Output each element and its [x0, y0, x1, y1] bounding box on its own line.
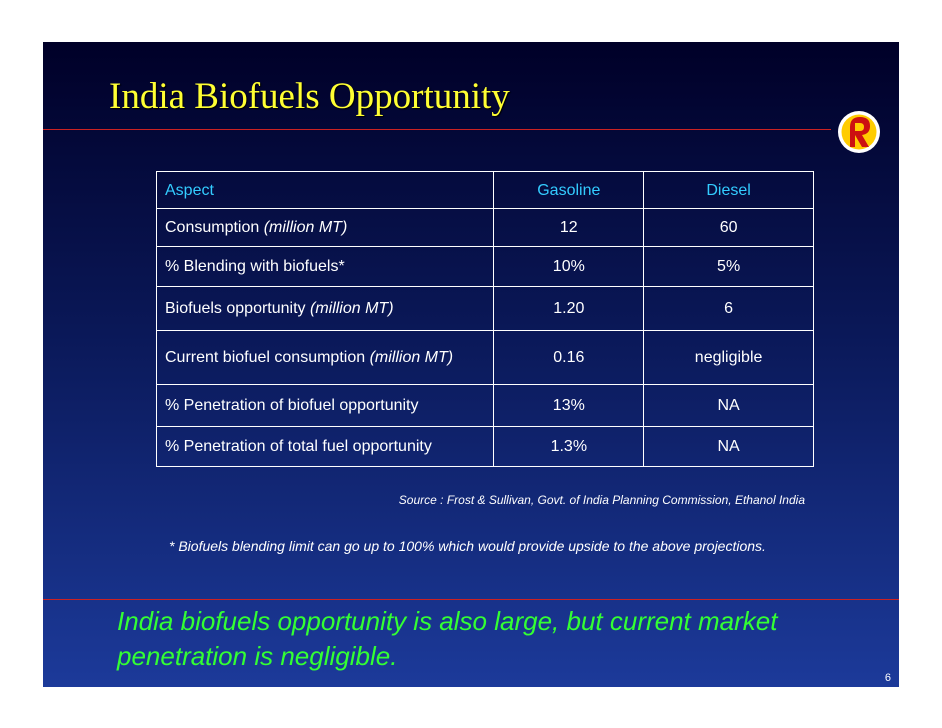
gasoline-cell: 0.16 [493, 330, 645, 385]
gasoline-cell: 12 [493, 208, 645, 247]
biofuels-table: Aspect Gasoline Diesel Consumption (mill… [155, 171, 814, 467]
conclusion-text: India biofuels opportunity is also large… [117, 606, 778, 671]
row-label: % Penetration of biofuel opportunity [155, 384, 495, 427]
page-number: 6 [884, 672, 891, 684]
row-label-text: % Penetration of biofuel opportunity [165, 397, 419, 414]
title-divider [43, 129, 831, 130]
row-label-text: Current biofuel consumption [165, 349, 370, 366]
diesel-cell: negligible [643, 330, 814, 385]
footnote: * Biofuels blending limit can go up to 1… [169, 538, 766, 554]
row-label-unit: (million MT) [309, 300, 394, 317]
row-label-text: % Blending with biofuels* [165, 258, 345, 275]
row-label-unit: (million MT) [263, 219, 348, 236]
row-label-text: Consumption [165, 219, 264, 236]
source-note: Source : Frost & Sullivan, Govt. of Indi… [398, 493, 805, 507]
reliance-logo-icon [838, 111, 880, 153]
diesel-cell: NA [643, 384, 814, 427]
slide-title: India Biofuels Opportunity [109, 76, 510, 117]
gasoline-cell: 1.20 [493, 286, 645, 331]
gasoline-cell: 10% [493, 246, 645, 287]
row-label-unit: (million MT) [369, 349, 454, 366]
header-diesel: Diesel [643, 171, 814, 209]
row-label: % Blending with biofuels* [155, 246, 495, 287]
table-header-row: Aspect Gasoline Diesel [155, 171, 814, 209]
table-row: Consumption (million MT) 12 60 [155, 208, 814, 247]
row-label: Current biofuel consumption (million MT) [155, 330, 495, 385]
conclusion-divider [43, 599, 899, 600]
row-label: Consumption (million MT) [155, 208, 495, 247]
table-row: % Penetration of total fuel opportunity … [155, 426, 814, 467]
diesel-cell: 6 [643, 286, 814, 331]
row-label-text: % Penetration of total fuel opportunity [165, 438, 432, 455]
table-row: Current biofuel consumption (million MT)… [155, 330, 814, 385]
diesel-cell: 5% [643, 246, 814, 287]
header-aspect: Aspect [155, 171, 495, 209]
gasoline-cell: 13% [493, 384, 645, 427]
slide: India Biofuels Opportunity Aspect Gasoli… [43, 42, 899, 687]
row-label: % Penetration of total fuel opportunity [155, 426, 495, 467]
diesel-cell: NA [643, 426, 814, 467]
table-row: Biofuels opportunity (million MT) 1.20 6 [155, 286, 814, 331]
table-row: % Blending with biofuels* 10% 5% [155, 246, 814, 287]
table-row: % Penetration of biofuel opportunity 13%… [155, 384, 814, 427]
row-label-text: Biofuels opportunity [165, 300, 310, 317]
gasoline-cell: 1.3% [493, 426, 645, 467]
header-gasoline: Gasoline [493, 171, 645, 209]
diesel-cell: 60 [643, 208, 814, 247]
row-label: Biofuels opportunity (million MT) [155, 286, 495, 331]
